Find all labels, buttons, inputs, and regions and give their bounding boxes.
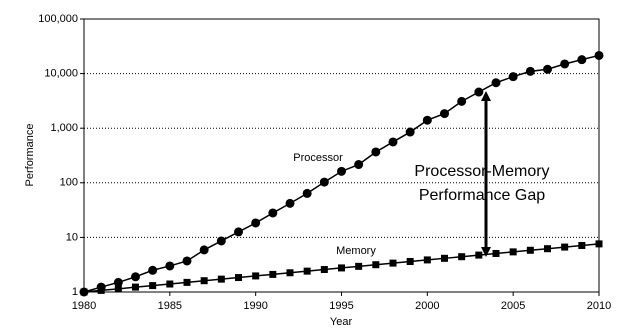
marker [216,236,226,246]
x-tick-label: 1990 [243,300,267,312]
marker [302,188,312,198]
marker [132,283,139,291]
marker [423,256,431,264]
marker [285,198,295,208]
marker [235,274,242,282]
marker [199,245,209,255]
y-tick-label: 10 [66,231,78,243]
marker [388,137,398,147]
marker [474,87,484,97]
series-label: Memory [336,245,376,257]
marker [389,259,397,267]
marker [560,59,570,69]
marker [543,64,552,74]
y-axis-label: Performance [24,124,36,187]
marker [544,245,551,253]
marker [286,269,294,277]
marker [509,248,517,256]
marker [80,288,88,296]
marker [320,266,328,274]
marker [578,241,586,249]
marker [131,272,140,282]
y-tick-label: 100,000 [38,13,78,25]
marker [166,280,174,288]
x-tick-label: 1995 [329,300,353,312]
marker [303,267,311,275]
marker [355,262,363,270]
marker [149,282,157,290]
marker [182,256,192,266]
marker [372,261,380,269]
marker [217,275,225,283]
marker [319,177,329,187]
series-label: Processor [293,152,343,164]
marker [405,127,415,137]
x-tick-label: 2010 [587,300,611,312]
marker [97,286,105,294]
marker [561,243,569,251]
x-tick-label: 2000 [415,300,439,312]
marker [491,78,501,88]
marker [577,55,587,65]
marker [525,66,535,76]
marker [440,109,449,119]
marker [508,72,518,82]
marker [268,208,278,218]
marker [457,96,467,106]
marker [422,115,432,125]
marker [458,253,466,261]
marker [234,227,243,237]
x-axis-label: Year [330,316,353,328]
marker [165,261,175,271]
marker [200,277,208,285]
x-tick-label: 2005 [501,300,525,312]
marker [371,147,381,157]
annotation: Processor-Memory [414,163,549,180]
marker [269,270,277,278]
x-tick-label: 1980 [72,300,96,312]
y-tick-label: 10,000 [44,68,78,80]
marker [183,278,191,286]
marker [475,251,483,259]
marker [441,254,448,262]
marker [252,272,260,280]
marker [406,257,414,265]
marker [595,240,603,248]
marker [526,246,534,254]
marker [337,166,346,176]
marker [113,277,123,287]
marker [251,218,261,228]
y-tick-label: 100 [60,177,78,189]
x-tick-label: 1985 [158,300,182,312]
y-tick-label: 1 [72,286,78,298]
marker [148,265,158,275]
marker [338,264,345,272]
marker [594,50,604,60]
marker [114,285,122,293]
y-tick-label: 1,000 [50,122,78,134]
marker [354,160,364,170]
annotation: Performance Gap [419,187,545,204]
marker [492,250,500,258]
